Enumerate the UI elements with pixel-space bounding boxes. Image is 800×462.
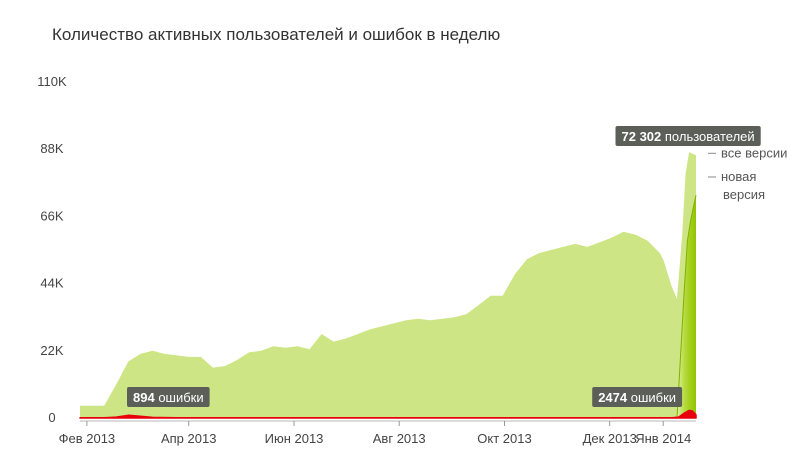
series-all-versions-area: [80, 152, 696, 419]
callout-suffix: пользователей: [661, 129, 754, 144]
callout-suffix: ошибки: [627, 390, 676, 405]
y-axis: 0 22K 44K 66K 88K 110K: [37, 74, 67, 425]
x-tick-label: Окт 2013: [477, 431, 531, 446]
legend-label: новая версия: [721, 169, 765, 202]
callout-value: 894: [133, 390, 155, 405]
series-errors-area: [79, 409, 697, 419]
callout-label: 72 302 пользователей: [615, 126, 761, 146]
x-tick-label: Дек 2013: [583, 431, 637, 446]
x-tick-label: Апр 2013: [161, 431, 216, 446]
y-tick-label: 44K: [40, 276, 63, 291]
legend-label-line: версия: [723, 187, 765, 202]
y-tick-label: 0: [48, 410, 55, 425]
chart-title: Количество активных пользователей и ошиб…: [52, 25, 500, 44]
legend: все версии новая версия: [708, 145, 787, 202]
x-tick-label: Янв 2014: [635, 431, 691, 446]
callout-box: [615, 126, 761, 146]
series-new-version-area: [677, 195, 696, 418]
y-tick-label: 66K: [40, 208, 63, 223]
legend-item: новая версия: [708, 169, 765, 202]
legend-label-line: новая: [721, 169, 756, 184]
callout-value: 72 302: [622, 129, 662, 144]
callout-label: 894 ошибки: [127, 387, 210, 407]
callout-label: 2474 ошибки: [592, 387, 683, 407]
x-tick-label: Авг 2013: [373, 431, 426, 446]
plot-area: [79, 152, 697, 422]
callout-value: 2474: [598, 390, 628, 405]
callout-text: 894 ошибки: [133, 390, 204, 405]
x-tick-label: Фев 2013: [59, 431, 116, 446]
callout-box: [127, 387, 210, 407]
x-axis: Фев 2013 Апр 2013 Июн 2013 Авг 2013 Окт 2013…: [59, 421, 691, 446]
callout-box: [592, 387, 683, 407]
y-tick-label: 110K: [37, 74, 67, 89]
y-tick-label: 22K: [40, 343, 63, 358]
y-tick-label: 88K: [40, 141, 63, 156]
callout-text: 2474 ошибки: [598, 390, 676, 405]
legend-item: все версии: [708, 145, 787, 160]
callout-text: 72 302 пользователей: [622, 129, 755, 144]
x-tick-label: Июн 2013: [265, 431, 324, 446]
series-new-version-line: [676, 194, 697, 419]
legend-label: все версии: [721, 145, 787, 160]
callout-suffix: ошибки: [155, 390, 204, 405]
